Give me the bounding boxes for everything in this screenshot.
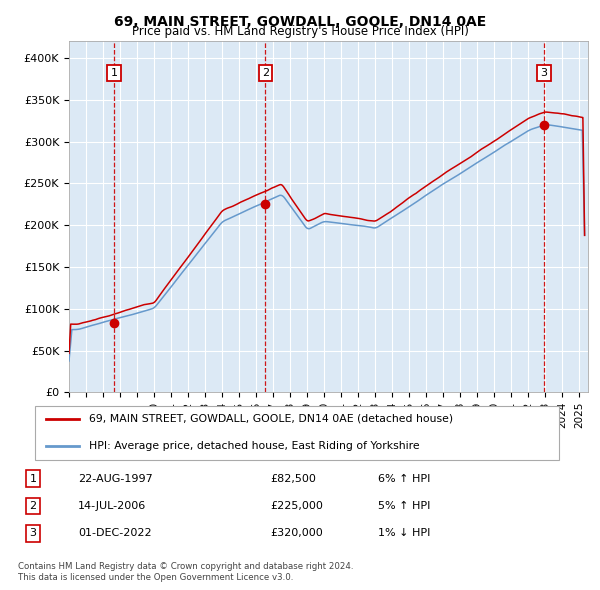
Text: 14-JUL-2006: 14-JUL-2006 bbox=[78, 501, 146, 511]
Text: £320,000: £320,000 bbox=[270, 528, 323, 538]
Text: £225,000: £225,000 bbox=[270, 501, 323, 511]
Text: 2: 2 bbox=[262, 68, 269, 78]
Text: 1: 1 bbox=[29, 474, 37, 484]
Text: 5% ↑ HPI: 5% ↑ HPI bbox=[378, 501, 430, 511]
Text: This data is licensed under the Open Government Licence v3.0.: This data is licensed under the Open Gov… bbox=[18, 573, 293, 582]
Text: 01-DEC-2022: 01-DEC-2022 bbox=[78, 528, 152, 538]
Text: £82,500: £82,500 bbox=[270, 474, 316, 484]
Text: 6% ↑ HPI: 6% ↑ HPI bbox=[378, 474, 430, 484]
Text: 22-AUG-1997: 22-AUG-1997 bbox=[78, 474, 153, 484]
Text: 3: 3 bbox=[29, 528, 37, 538]
Text: 3: 3 bbox=[541, 68, 548, 78]
Text: 69, MAIN STREET, GOWDALL, GOOLE, DN14 0AE (detached house): 69, MAIN STREET, GOWDALL, GOOLE, DN14 0A… bbox=[89, 414, 454, 424]
FancyBboxPatch shape bbox=[35, 405, 559, 460]
Text: HPI: Average price, detached house, East Riding of Yorkshire: HPI: Average price, detached house, East… bbox=[89, 441, 420, 451]
Text: 1: 1 bbox=[110, 68, 118, 78]
Text: 1% ↓ HPI: 1% ↓ HPI bbox=[378, 528, 430, 538]
Text: 2: 2 bbox=[29, 501, 37, 511]
Text: Contains HM Land Registry data © Crown copyright and database right 2024.: Contains HM Land Registry data © Crown c… bbox=[18, 562, 353, 571]
Text: 69, MAIN STREET, GOWDALL, GOOLE, DN14 0AE: 69, MAIN STREET, GOWDALL, GOOLE, DN14 0A… bbox=[114, 15, 486, 29]
Text: Price paid vs. HM Land Registry's House Price Index (HPI): Price paid vs. HM Land Registry's House … bbox=[131, 25, 469, 38]
